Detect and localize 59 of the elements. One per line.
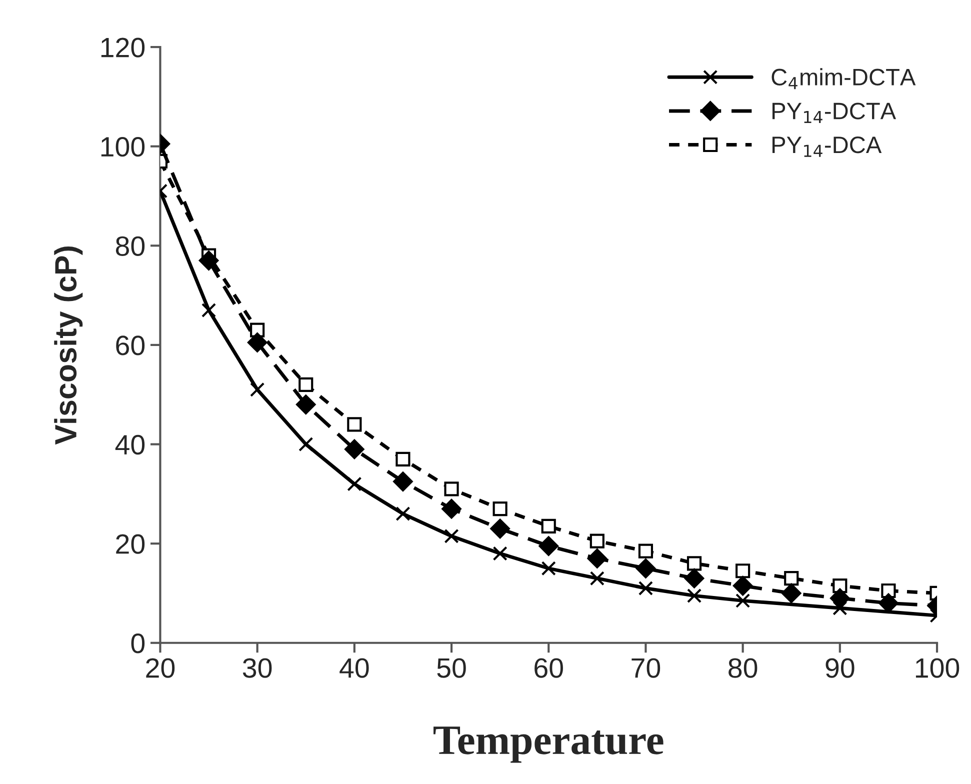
point: [587, 548, 608, 568]
legend-label: PY$_{14}$-DCA: [772, 136, 882, 157]
point: [830, 588, 850, 608]
point: [492, 502, 508, 516]
y-tick-label: 20: [116, 534, 145, 554]
point: [684, 568, 704, 588]
x-tick-label: 100: [916, 658, 960, 678]
point: [347, 417, 362, 432]
point: [347, 476, 362, 492]
point: [686, 588, 702, 604]
legend-label: C$_{4}$mim-DCTA: [772, 68, 916, 90]
x-tick-label: 80: [728, 658, 758, 678]
legend-label: PY$_{14}$-DCTA: [772, 102, 896, 124]
x-tick-label: 60: [534, 658, 563, 678]
point: [444, 482, 459, 496]
point: [442, 498, 462, 519]
point: [736, 564, 750, 578]
point: [490, 518, 510, 539]
x-tick-label: 20: [146, 658, 175, 678]
y-axis-title: Viscosity (cP): [54, 246, 83, 445]
y-tick-label: 80: [116, 236, 145, 256]
point: [832, 600, 848, 616]
point: [736, 593, 750, 608]
y-tick-label: 120: [101, 38, 145, 58]
point: [396, 452, 410, 466]
point: [393, 472, 413, 492]
point: [638, 580, 654, 596]
point: [298, 436, 314, 452]
point: [590, 571, 604, 586]
point: [298, 377, 314, 392]
point: [638, 544, 654, 558]
x-tick-label: 30: [242, 658, 272, 678]
x-tick-label: 70: [632, 658, 660, 678]
point: [344, 439, 364, 460]
point: [492, 546, 508, 561]
point: [686, 556, 702, 571]
point: [198, 250, 219, 270]
point: [538, 536, 558, 556]
point: [247, 332, 268, 352]
point: [201, 302, 216, 318]
point: [636, 558, 656, 578]
x-tick-label: 40: [340, 658, 369, 678]
x-axis-title: Temperature: [434, 726, 664, 763]
point: [250, 382, 265, 397]
y-tick-label: 100: [101, 137, 145, 157]
point: [784, 571, 799, 586]
point: [444, 528, 459, 544]
x-tick-label: 50: [437, 658, 466, 678]
y-tick-label: 60: [116, 336, 145, 356]
point: [541, 561, 556, 576]
point: [781, 583, 802, 604]
y-tick-label: 40: [115, 434, 145, 455]
point: [296, 394, 316, 414]
point: [541, 518, 556, 534]
x-tick-label: 90: [826, 658, 854, 678]
point: [732, 576, 753, 596]
point: [590, 534, 604, 548]
point: [396, 506, 410, 522]
y-tick-label: 0: [131, 634, 145, 654]
